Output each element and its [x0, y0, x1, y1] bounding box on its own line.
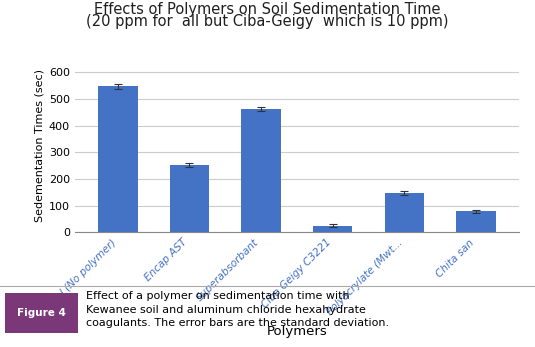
Text: Polymers: Polymers	[266, 325, 327, 338]
Text: (20 ppm for  all but Ciba-Geigy  which is 10 ppm): (20 ppm for all but Ciba-Geigy which is …	[86, 14, 449, 29]
Text: Effect of a polymer on sedimentation time with: Effect of a polymer on sedimentation tim…	[86, 291, 349, 302]
Bar	[456, 211, 495, 232]
Bar	[170, 165, 209, 232]
Bar	[98, 86, 137, 232]
Bar	[385, 193, 424, 232]
Bar	[241, 109, 281, 232]
Text: Kewanee soil and aluminum chloride hexahydrate: Kewanee soil and aluminum chloride hexah…	[86, 305, 365, 315]
Y-axis label: Sedementation Times (sec): Sedementation Times (sec)	[35, 69, 45, 222]
Text: coagulants. The error bars are the standard deviation.: coagulants. The error bars are the stand…	[86, 318, 389, 328]
Text: Figure 4: Figure 4	[17, 308, 66, 318]
Bar	[313, 226, 353, 232]
Text: Effects of Polymers on Soil Sedimentation Time: Effects of Polymers on Soil Sedimentatio…	[94, 2, 441, 17]
